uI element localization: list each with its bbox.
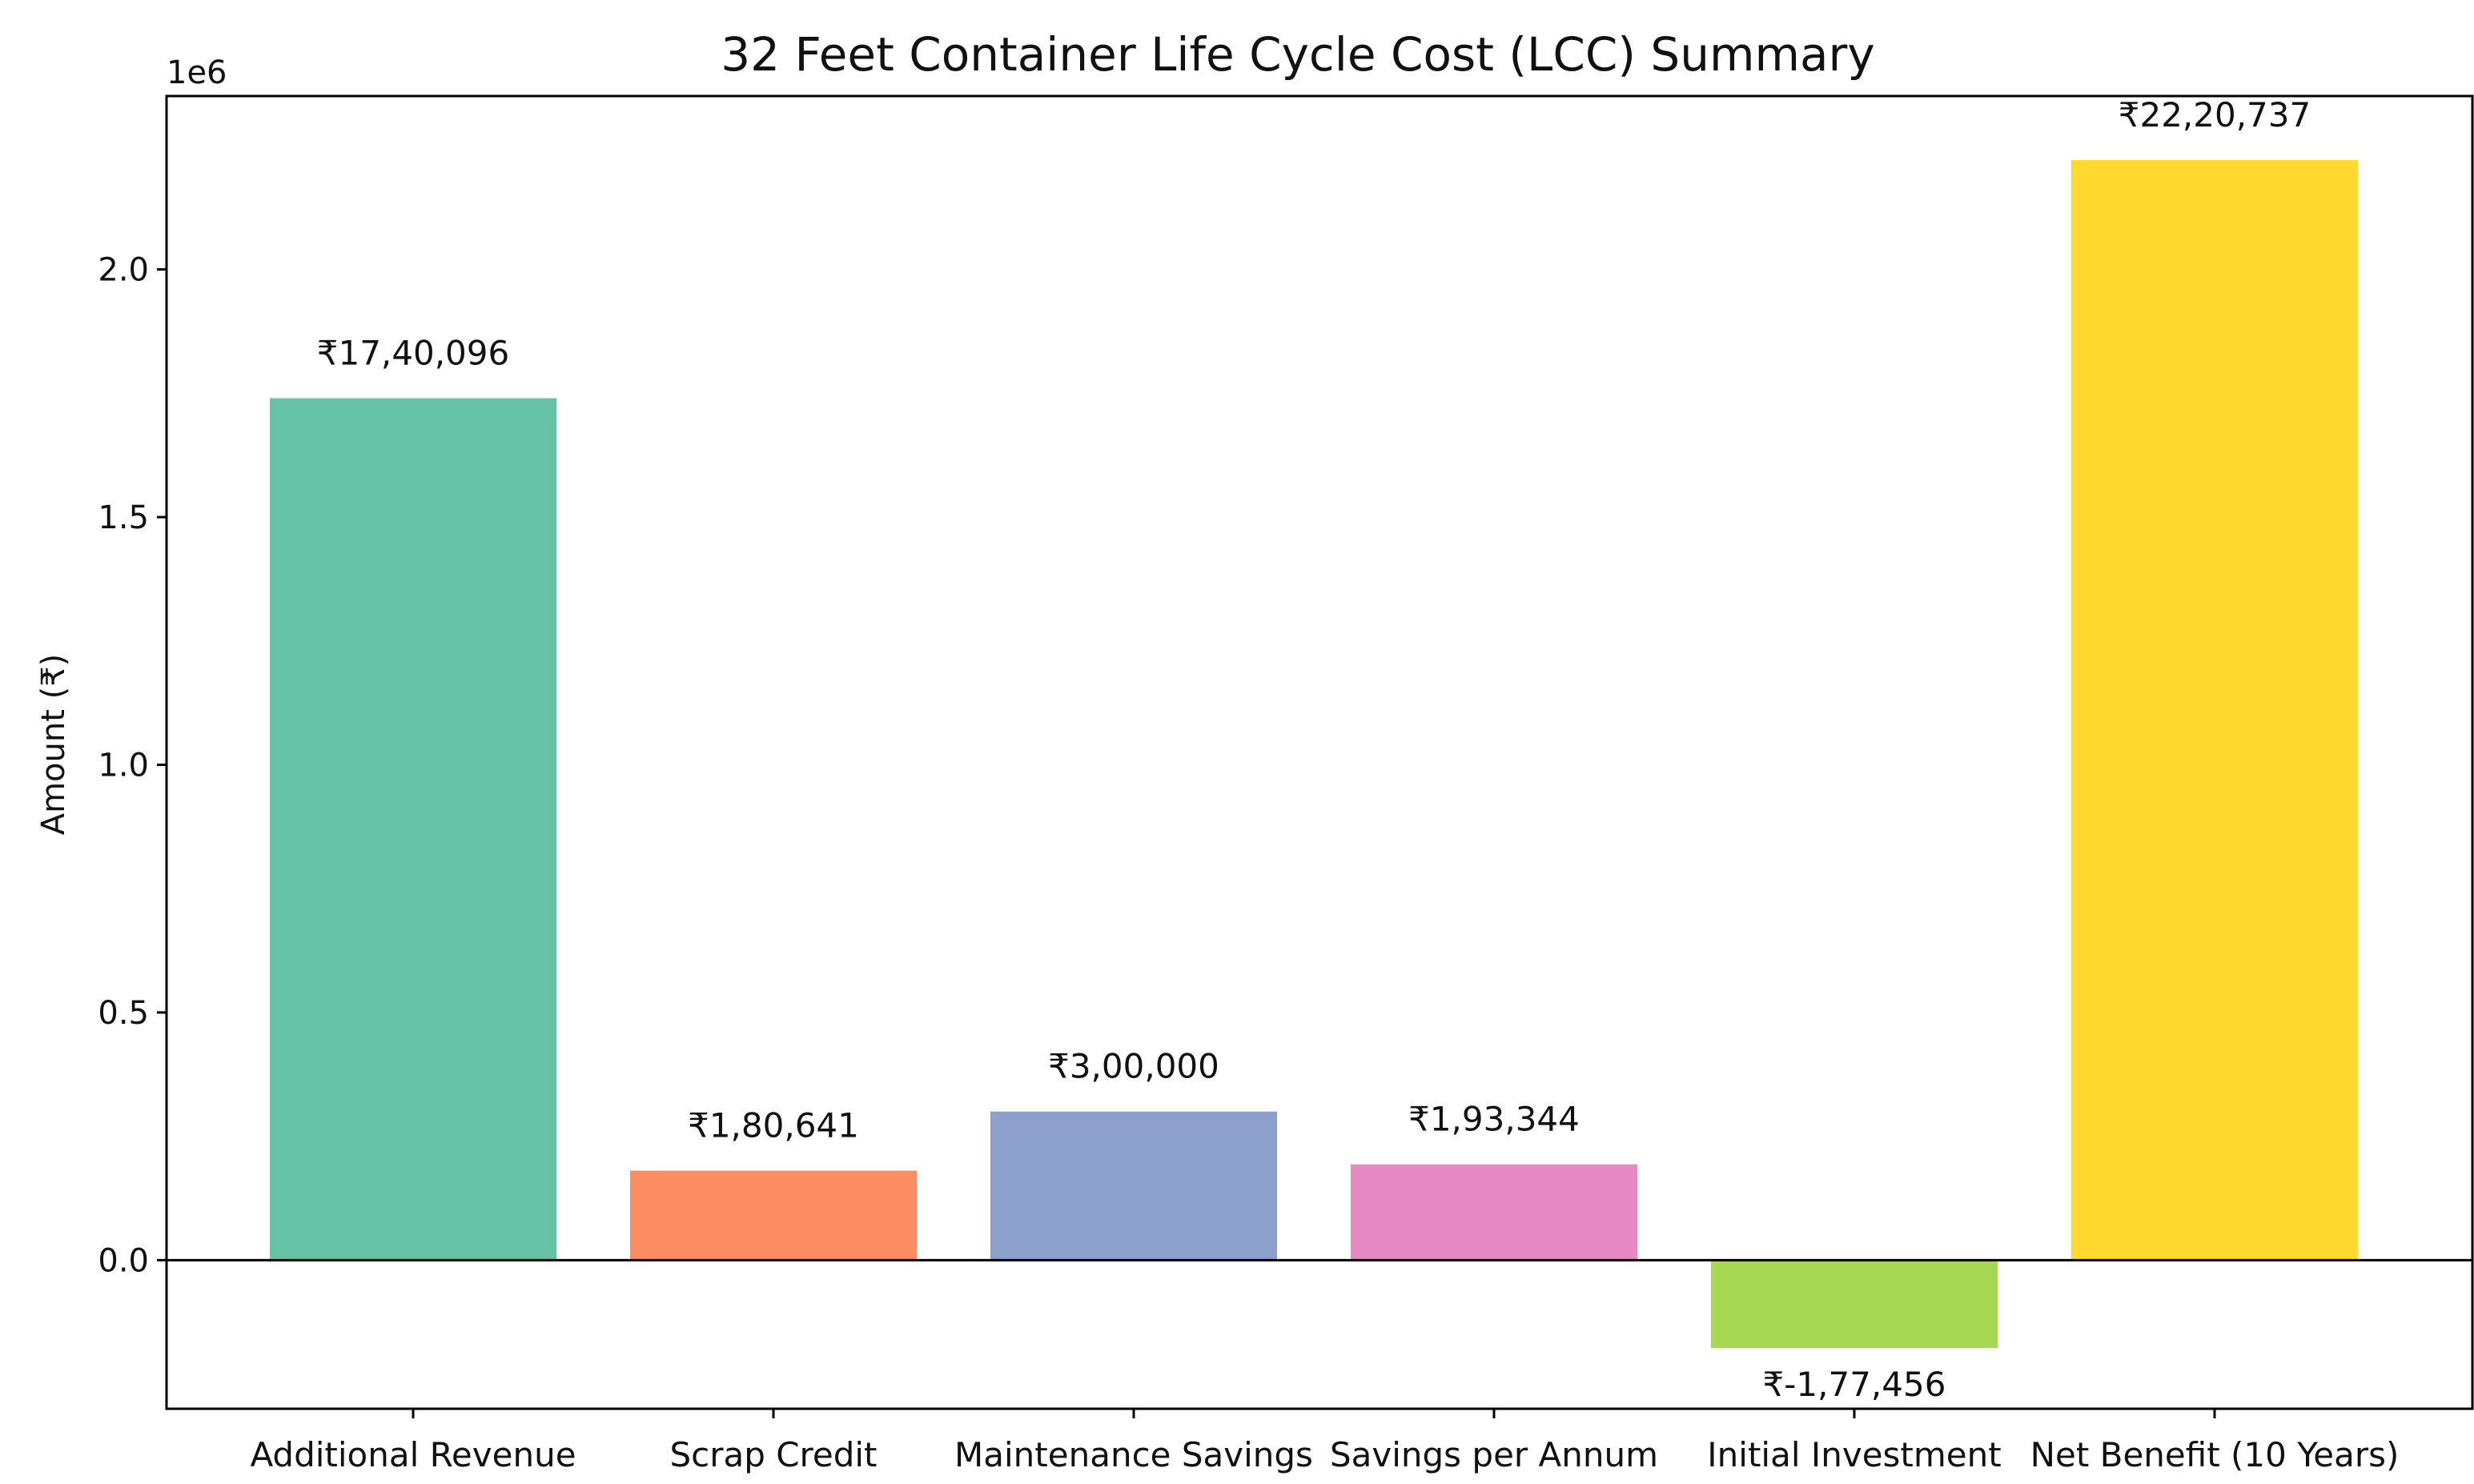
x-tick-label: Savings per Annum (1330, 1435, 1658, 1474)
data-label: ₹-1,77,456 (1763, 1365, 1946, 1404)
bar (1711, 1260, 1998, 1349)
x-tick-label: Maintenance Savings (954, 1435, 1313, 1474)
data-label: ₹3,00,000 (1048, 1047, 1219, 1086)
bar (270, 398, 556, 1261)
x-tick-label: Net Benefit (10 Years) (2030, 1435, 2400, 1474)
bar (630, 1170, 917, 1261)
y-tick-label: 1.0 (98, 747, 149, 784)
bar (2071, 159, 2358, 1261)
y-tick-label: 0.5 (98, 995, 149, 1032)
data-label: ₹22,20,737 (2119, 95, 2311, 134)
x-tick-label: Initial Investment (1707, 1435, 2001, 1474)
bar (1351, 1164, 1637, 1261)
plot-area: 0.0 0.5 1.0 1.5 2.0 Additional Revenue ₹17,40,… (98, 94, 2474, 1474)
data-label: ₹1,93,344 (1408, 1100, 1580, 1139)
data-label: ₹17,40,096 (317, 333, 509, 372)
y-tick-label: 2.0 (98, 252, 149, 289)
y-tick-label: 1.5 (98, 499, 149, 536)
x-tick-label: Scrap Credit (669, 1435, 877, 1474)
y-tick-label: 0.0 (98, 1242, 149, 1279)
y-axis-label: Amount (₹) (35, 654, 72, 836)
bar (990, 1111, 1277, 1261)
y-axis-scale-offset: 1e6 (167, 54, 227, 91)
x-tick-label: Additional Revenue (250, 1435, 576, 1474)
chart-title: 32 Feet Container Life Cycle Cost (LCC) … (721, 27, 1874, 82)
plot-frame (165, 94, 2474, 1410)
data-label: ₹1,80,641 (688, 1106, 859, 1145)
